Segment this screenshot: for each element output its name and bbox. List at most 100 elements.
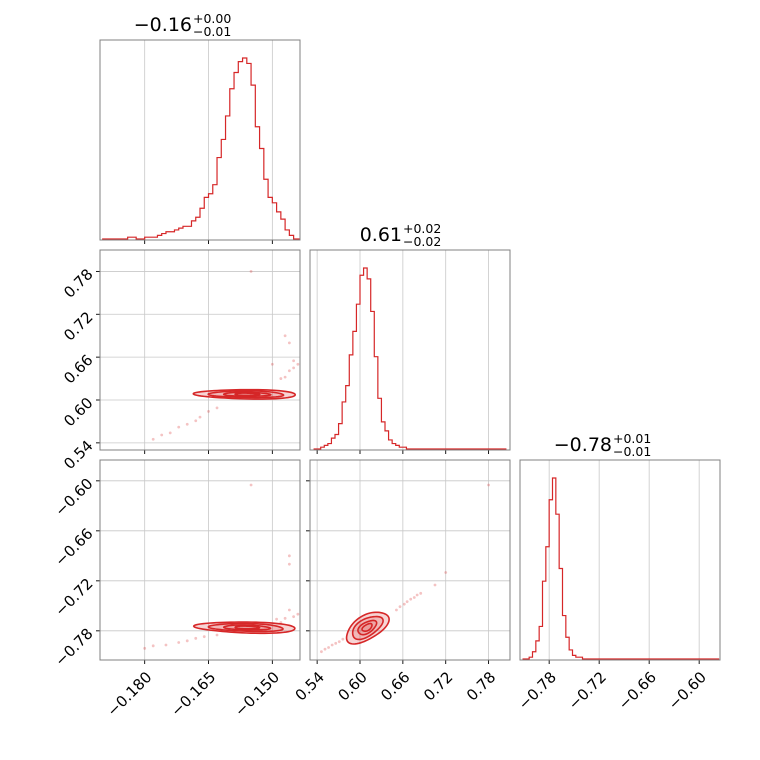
scatter-panel-2 xyxy=(306,459,511,664)
sample-point xyxy=(287,562,291,566)
x-tick-label: −0.60 xyxy=(665,668,710,713)
y-tick-label: 0.60 xyxy=(60,394,96,430)
axes-frame xyxy=(99,39,301,241)
x-tick-label: −0.165 xyxy=(167,668,219,720)
sample-point xyxy=(395,608,398,612)
sample-point xyxy=(194,419,198,423)
sample-point xyxy=(177,641,181,644)
y-tick-label: 0.72 xyxy=(60,308,96,344)
axes-frame xyxy=(519,459,721,661)
sample-point xyxy=(198,415,202,419)
sample-point xyxy=(283,616,287,620)
sample-point xyxy=(185,422,189,426)
sample-point xyxy=(185,639,189,643)
density-contour xyxy=(357,619,378,636)
axes-frame xyxy=(309,249,511,451)
density-contour xyxy=(345,611,390,645)
density-contour xyxy=(207,622,284,633)
density-contour xyxy=(222,391,272,397)
sample-point xyxy=(160,433,164,437)
sample-point xyxy=(296,612,300,616)
sample-point xyxy=(412,596,416,599)
panel-title-2: −0.78 +0.01−0.01 xyxy=(554,431,652,459)
sample-point xyxy=(337,640,341,644)
sample-point xyxy=(320,650,323,654)
sample-point xyxy=(194,636,198,640)
y-tick-label: 0.78 xyxy=(60,265,96,301)
sample-point xyxy=(402,602,406,606)
sample-point xyxy=(215,633,219,637)
sample-point xyxy=(287,554,291,558)
hist-panel-2 xyxy=(519,459,721,664)
sample-point xyxy=(168,431,172,435)
y-tick-label: 0.54 xyxy=(60,437,96,473)
sample-point xyxy=(334,641,338,645)
x-tick-label: −0.150 xyxy=(231,668,283,720)
x-tick-label: 0.66 xyxy=(377,668,413,704)
sample-point xyxy=(270,362,274,366)
density-contour xyxy=(192,621,296,635)
density-contour xyxy=(351,615,384,641)
y-tick-label: 0.66 xyxy=(60,351,96,387)
panel-content xyxy=(143,483,300,650)
sample-point xyxy=(323,647,327,651)
hist-panel-1 xyxy=(309,249,511,454)
x-tick-label: −0.180 xyxy=(103,668,155,720)
scatter-panel-1 xyxy=(96,459,301,664)
axes-frame xyxy=(309,459,511,661)
y-tick-label: −0.60 xyxy=(51,475,96,520)
sample-point xyxy=(292,366,296,370)
hist-panel-0-bg xyxy=(100,40,300,240)
title-value: −0.16 xyxy=(134,14,192,36)
y-tick-label: −0.66 xyxy=(51,525,96,570)
x-tick-label: 0.72 xyxy=(420,668,456,704)
sample-point xyxy=(444,571,448,574)
scatter-panel-0-bg xyxy=(100,250,300,450)
hist-panel-1-bg xyxy=(310,250,510,450)
sample-point xyxy=(398,605,402,609)
sample-point xyxy=(330,643,334,647)
sample-point xyxy=(287,341,291,345)
sample-point xyxy=(405,600,409,604)
histogram-step-line xyxy=(522,477,720,660)
sample-point xyxy=(287,369,291,373)
sample-point xyxy=(292,615,296,619)
x-tick-label: −0.72 xyxy=(565,668,610,713)
sample-point xyxy=(279,377,283,380)
sample-point xyxy=(296,362,300,366)
density-contour xyxy=(361,622,373,633)
title-upper-error: +0.02 xyxy=(403,221,441,236)
x-tick-label: 0.54 xyxy=(292,668,328,704)
density-contour xyxy=(207,390,285,399)
density-contour xyxy=(222,624,272,631)
title-value: 0.61 xyxy=(360,224,402,246)
y-tick-label: −0.72 xyxy=(51,575,96,620)
sample-point xyxy=(249,483,253,487)
title-lower-error: −0.02 xyxy=(403,234,441,249)
axes-frame xyxy=(99,459,301,661)
x-tick-label: 0.60 xyxy=(334,668,370,704)
sample-point xyxy=(151,437,155,441)
histogram-step-line xyxy=(313,267,507,450)
histogram-step-line xyxy=(102,57,300,240)
sample-point xyxy=(215,406,219,410)
scatter-panel-0 xyxy=(96,249,301,454)
x-tick-label: −0.66 xyxy=(615,668,660,713)
panel-content xyxy=(320,483,490,654)
sample-point xyxy=(341,637,345,641)
sample-point xyxy=(207,410,210,413)
sample-point xyxy=(419,591,423,595)
density-contour xyxy=(234,625,261,630)
panel-title-1: 0.61 +0.02−0.02 xyxy=(360,221,442,249)
axes-frame xyxy=(99,249,301,451)
title-value: −0.78 xyxy=(554,434,612,456)
sample-point xyxy=(287,608,291,612)
scatter-panel-2-bg xyxy=(310,460,510,660)
hist-panel-0 xyxy=(99,39,301,244)
sample-point xyxy=(409,597,413,601)
sample-point xyxy=(292,359,296,363)
title-lower-error: −0.01 xyxy=(193,24,231,39)
panel-title-0: −0.16 +0.00−0.01 xyxy=(134,11,232,39)
sample-point xyxy=(275,617,278,621)
